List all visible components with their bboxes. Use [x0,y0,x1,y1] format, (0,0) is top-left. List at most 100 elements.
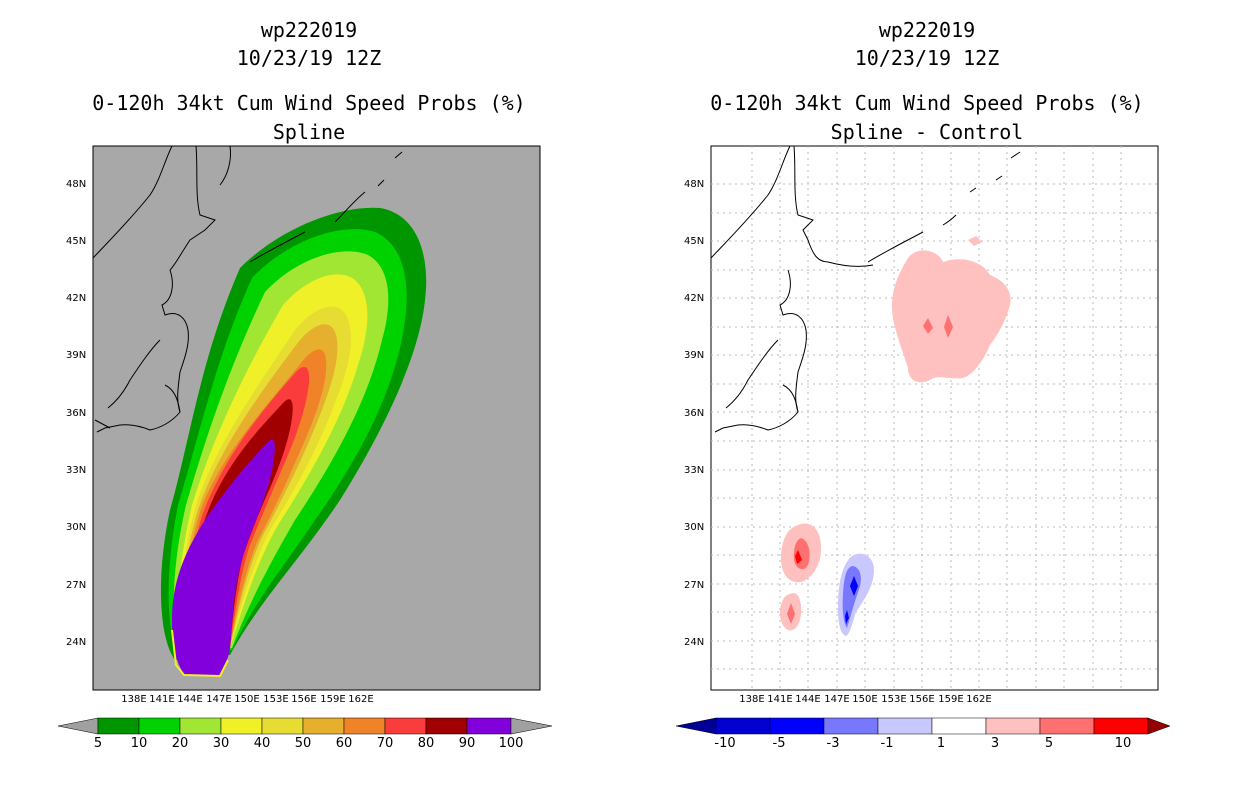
lon-tick: 147E [824,694,850,705]
lat-tick: 30N [66,522,87,533]
left-colorbar-end-left [57,717,99,735]
right-colorbar [675,717,1171,735]
cb-swatch [877,717,933,735]
lat-tick: 33N [684,465,705,476]
cb-label: -5 [772,736,786,751]
lat-tick: 36N [684,408,705,419]
cb-swatch [769,717,825,735]
lat-tick: 33N [66,465,87,476]
cb-label: 100 [498,736,524,751]
pos-diff-north-small [968,236,982,246]
lon-tick: 144E [177,694,203,705]
cb-swatch [343,717,386,735]
right-method: Spline - Control [830,120,1024,144]
right-product-title: 0-120h 34kt Cum Wind Speed Probs (%) [710,91,1144,115]
lat-tick: 48N [684,179,705,190]
right-map [710,145,1159,691]
cb-label: 80 [417,736,435,751]
lon-tick: 138E [121,694,147,705]
lat-tick: 39N [66,350,87,361]
right-panel: wp222019 10/23/19 12Z 0-120h 34kt Cum Wi… [618,0,1236,800]
cb-label: 10 [1114,736,1132,751]
lon-tick: 141E [767,694,793,705]
cb-swatch [985,717,1041,735]
cb-swatch [138,717,181,735]
band-90-100 [172,439,275,676]
cb-swatch [261,717,304,735]
neg-diff-peak-a [850,576,858,596]
right-gridlines [711,146,1158,690]
right-colorbar-end-right [1147,717,1171,735]
left-product-title: 0-120h 34kt Cum Wind Speed Probs (%) [92,91,526,115]
cb-label: 5 [1044,736,1054,751]
cb-label: -10 [714,736,736,751]
lon-tick: 162E [348,694,374,705]
pos-diff-north-core-a [923,318,933,334]
lon-tick: 162E [966,694,992,705]
left-colorbar-end-right [510,717,553,735]
right-diff-fields [780,236,1011,636]
left-datetime: 10/23/19 12Z [236,46,382,70]
lon-tick: 141E [149,694,175,705]
lat-tick: 24N [684,637,705,648]
cb-swatch [823,717,879,735]
right-coastlines [710,145,1021,433]
cb-swatch [425,717,468,735]
lat-tick: 42N [66,293,87,304]
track-edge [171,629,229,678]
lon-tick: 153E [263,694,289,705]
lon-tick: 159E [320,694,346,705]
right-datetime: 10/23/19 12Z [854,46,1000,70]
lon-tick: 159E [938,694,964,705]
neg-diff-peak-b [845,610,849,624]
lon-tick: 147E [206,694,232,705]
left-method: Spline [272,120,346,144]
lat-tick: 45N [684,236,705,247]
cb-label: 90 [458,736,476,751]
cb-label: 10 [130,736,148,751]
lat-tick: 24N [66,637,87,648]
cb-swatch [466,717,512,735]
lat-tick: 42N [684,293,705,304]
left-panel: wp222019 10/23/19 12Z 0-120h 34kt Cum Wi… [57,18,553,751]
cb-label: -3 [826,736,840,751]
cb-label: 20 [171,736,189,751]
cb-label: 40 [253,736,271,751]
pos-diff-north-core-b [944,315,953,338]
left-map [92,145,541,691]
lat-tick: 39N [684,350,705,361]
right-storm-id: wp222019 [878,18,976,42]
left-colorbar [57,717,553,735]
cb-label: 5 [93,736,103,751]
cb-swatch [302,717,345,735]
cb-swatch [179,717,222,735]
cb-swatch [1093,717,1149,735]
lon-tick: 153E [881,694,907,705]
lon-tick: 144E [795,694,821,705]
lon-tick: 150E [234,694,260,705]
cb-swatch [715,717,771,735]
lon-tick: 156E [909,694,935,705]
lat-tick: 36N [66,408,87,419]
cb-swatch [384,717,427,735]
lon-tick: 156E [291,694,317,705]
lat-tick: 30N [684,522,705,533]
lat-tick: 27N [684,580,705,591]
cb-swatch [220,717,263,735]
cb-swatch [931,717,987,735]
pos-diff-south-core-b [787,603,795,624]
pos-diff-north-area [891,250,1011,383]
cb-label: 3 [990,736,1000,751]
cb-label: 30 [212,736,230,751]
lon-tick: 138E [739,694,765,705]
pos-diff-south-peak-a [795,550,802,564]
lat-tick: 45N [66,236,87,247]
cb-swatch [1039,717,1095,735]
lat-tick: 48N [66,179,87,190]
cb-label: 60 [335,736,353,751]
left-coastlines [92,145,403,433]
cb-label: 1 [936,736,946,751]
cb-label: -1 [880,736,894,751]
right-colorbar-end-left [675,717,717,735]
left-storm-id: wp222019 [260,18,358,42]
